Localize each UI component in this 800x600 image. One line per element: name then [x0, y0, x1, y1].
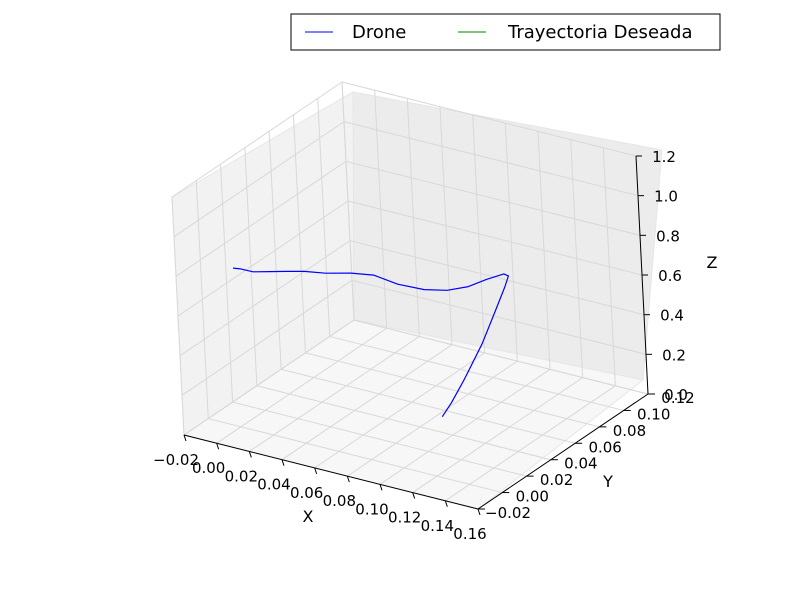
x-tick-label: 0.10	[355, 500, 388, 518]
y-tick-label: 0.00	[516, 488, 549, 506]
x-tick-mark	[346, 475, 350, 483]
z-gridline-side	[177, 200, 349, 317]
y-tick-label: −0.02	[485, 504, 531, 522]
x-tick-mark	[477, 508, 481, 516]
legend: Drone Trayectoria Deseada	[290, 13, 721, 51]
z-gridline-side	[175, 160, 347, 277]
z-tick-label: 0.2	[662, 346, 686, 364]
x-tick-label: 0.12	[388, 509, 421, 527]
x-tick-label: 0.16	[453, 525, 486, 543]
x-tick-mark	[216, 443, 220, 450]
z-gridline-back	[353, 319, 649, 395]
y-tick-label: 0.04	[564, 455, 597, 473]
z-gridline-side	[179, 240, 351, 357]
y-gridline-floor	[208, 418, 503, 494]
x-gridline-floor	[445, 385, 616, 502]
z-gridline-back	[343, 121, 639, 197]
x-gridline-floor	[216, 327, 387, 444]
y-axis-line	[477, 393, 649, 510]
x-gridline-floor	[314, 352, 485, 469]
x-gridline-floor	[412, 377, 583, 493]
x-tick-mark	[379, 484, 383, 491]
x-axis-line	[183, 434, 479, 510]
y-tick-label: 0.10	[637, 405, 670, 423]
y-gridline-floor	[329, 335, 624, 411]
z-tick-label: 0.4	[660, 307, 684, 325]
x-tick-label: 0.00	[192, 459, 225, 477]
ticks: −0.020.00 0.02 0.04 0.06 0.08 0.10 0.12 0.14 0.1…	[153, 148, 695, 543]
x-gridline-floor	[249, 336, 420, 452]
y-gridline-floor	[256, 385, 551, 461]
z-gridline-side	[171, 81, 343, 198]
y-gridline-floor	[281, 368, 576, 444]
x-gridline-floor	[281, 344, 453, 461]
x-tick-label: 0.02	[225, 467, 258, 485]
legend-frame	[290, 13, 721, 51]
series-layer	[232, 267, 509, 418]
z-gridline-back	[341, 81, 637, 157]
x-tick-label: 0.06	[290, 484, 323, 502]
y-tick-label: 0.06	[588, 438, 621, 456]
series-line-drone	[232, 267, 509, 418]
y-tick-label: 0.02	[540, 471, 573, 489]
y-gridline-floor	[232, 401, 527, 477]
y-gridline-floor	[305, 352, 600, 428]
z-tick-label: 1.0	[654, 188, 678, 206]
y-tick-label: 0.08	[613, 422, 646, 440]
legend-label-drone: Drone	[352, 22, 406, 43]
z-tick-label: 0.6	[658, 267, 682, 285]
z-gridline-back	[349, 240, 645, 316]
x-tick-mark	[314, 467, 318, 475]
x-tick-label: 0.14	[421, 517, 454, 535]
x-tick-mark	[248, 451, 252, 458]
legend-label-trayectoria-deseada: Trayectoria Deseada	[507, 22, 693, 43]
z-axis-label: Z	[707, 253, 718, 272]
x-tick-mark	[281, 459, 285, 466]
axes-panes	[171, 91, 663, 510]
x-tick-label: 0.04	[257, 476, 290, 494]
x-tick-mark	[412, 492, 416, 499]
z-gridline-back	[345, 160, 641, 236]
z-tick-label: 0.8	[656, 227, 680, 245]
z-gridline-side	[183, 319, 355, 436]
z-gridline-back	[347, 200, 643, 276]
z-tick-label: 0.0	[664, 386, 688, 404]
z-gridline-back	[351, 279, 647, 355]
x-tick-label: −0.02	[153, 451, 199, 469]
z-gridline-side	[173, 121, 345, 238]
x-tick-label: 0.08	[323, 492, 356, 510]
z-tick-label: 1.2	[652, 148, 676, 166]
x-gridline-floor	[379, 368, 551, 485]
x-tick-mark	[444, 500, 448, 507]
x-tick-mark	[183, 434, 187, 442]
x-gridline-floor	[347, 360, 518, 477]
gridlines	[171, 81, 649, 510]
y-tick-label: 0.12	[661, 389, 694, 407]
x-axis-label: X	[303, 507, 314, 526]
y-axis-label: Y	[602, 472, 613, 491]
z-gridline-side	[181, 279, 353, 396]
